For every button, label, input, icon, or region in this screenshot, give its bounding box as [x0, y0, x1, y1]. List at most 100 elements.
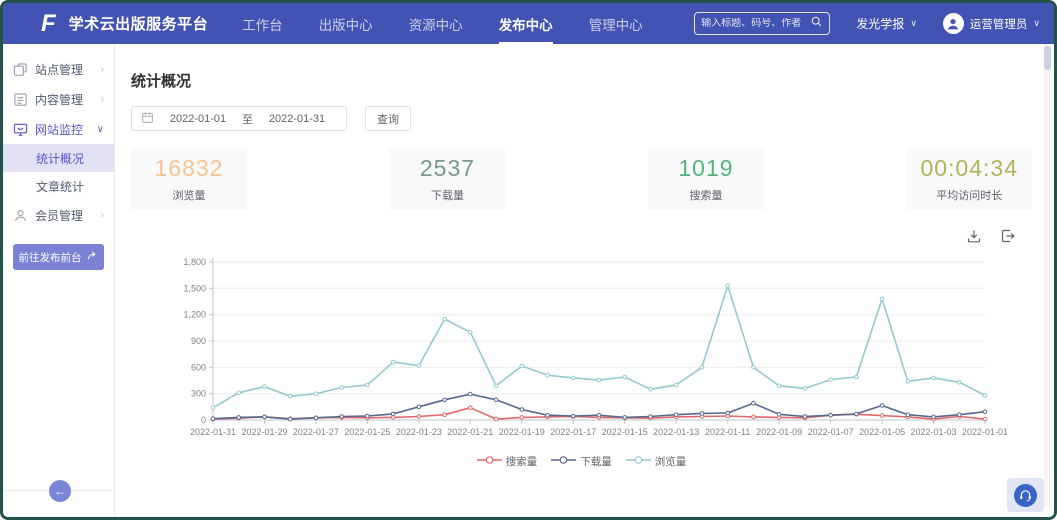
sidebar-collapse-button[interactable]: ←	[49, 480, 71, 502]
date-to-value[interactable]: 2022-01-31	[268, 112, 326, 125]
legend-item[interactable]: 浏览量	[625, 454, 687, 469]
download-icon[interactable]	[966, 228, 982, 244]
stat-label: 平均访问时长	[936, 190, 1003, 202]
sidebar: 站点管理 › 内容管理 › 网站监控 ∨ 统计概况文章统计会员管理 › 前往发布前台 ←	[3, 44, 115, 517]
customer-service-button[interactable]	[1007, 478, 1044, 512]
svg-text:2022-01-27: 2022-01-27	[292, 427, 338, 437]
sidebar-menu: 站点管理 › 内容管理 › 网站监控 ∨ 统计概况文章统计会员管理 ›	[3, 54, 114, 230]
stat-card: 2537 下载量	[389, 148, 506, 210]
filter-row: 2022-01-01 至 2022-01-31 查询	[131, 106, 1032, 131]
body-row: 站点管理 › 内容管理 › 网站监控 ∨ 统计概况文章统计会员管理 › 前往发布前台 ← 统计…	[3, 44, 1054, 517]
chevron-down-icon: ∨	[96, 123, 104, 135]
svg-text:2022-01-03: 2022-01-03	[910, 427, 956, 437]
primary-nav: 工作台 出版中心 资源中心 发布中心 管理中心	[242, 3, 643, 44]
svg-text:2022-01-15: 2022-01-15	[601, 427, 647, 437]
svg-text:900: 900	[190, 336, 205, 346]
svg-text:2022-01-25: 2022-01-25	[344, 427, 390, 437]
svg-text:2022-01-17: 2022-01-17	[550, 427, 596, 437]
journal-selector[interactable]: 发光学报 ∨	[856, 15, 917, 32]
chevron-right-icon: ›	[100, 63, 104, 75]
stat-label: 下载量	[430, 190, 464, 202]
svg-text:2022-01-13: 2022-01-13	[653, 427, 699, 437]
stat-label: 浏览量	[172, 190, 206, 202]
stat-card: 00:04:34 平均访问时长	[906, 148, 1032, 210]
search-input[interactable]	[701, 18, 811, 29]
nav-item[interactable]: 管理中心	[588, 17, 643, 33]
sidebar-item-label: 内容管理	[35, 92, 84, 107]
export-icon[interactable]	[1000, 228, 1016, 244]
svg-text:2022-01-11: 2022-01-11	[705, 427, 750, 437]
site-icon	[13, 62, 28, 77]
stat-value: 00:04:34	[920, 155, 1018, 181]
sidebar-sub-item[interactable]: 文章统计	[36, 179, 85, 194]
header-right-cluster: 发光学报 ∨ 运营管理员 ∨	[694, 12, 1040, 35]
date-separator: 至	[242, 113, 253, 126]
legend-item[interactable]: 搜索量	[476, 454, 538, 469]
page-title: 统计概况	[131, 73, 192, 90]
side-action-label: 前往发布前台	[18, 251, 82, 264]
monitor-icon	[13, 122, 28, 137]
vertical-scrollbar[interactable]	[1044, 46, 1051, 507]
go-to-publish-frontend-button[interactable]: 前往发布前台	[13, 244, 104, 270]
chart-legend: 搜索量 下载量 浏览量	[131, 454, 1032, 469]
chevron-right-icon: ›	[100, 209, 104, 221]
sidebar-menu-item[interactable]: 网站监控 ∨	[3, 114, 114, 144]
user-name: 运营管理员	[969, 18, 1028, 31]
line-chart: 0 300 600 900 1,200 1,500 1,800 2022-01-31 2022-…	[183, 257, 1007, 437]
legend-marker-icon	[476, 455, 502, 468]
journal-selector-value: 发光学报	[856, 17, 905, 31]
nav-item[interactable]: 资源中心	[408, 17, 463, 33]
svg-text:2022-01-09: 2022-01-09	[756, 427, 802, 437]
sidebar-menu-item[interactable]: 会员管理 ›	[3, 200, 114, 230]
global-search-box[interactable]	[694, 12, 831, 35]
svg-text:2022-01-07: 2022-01-07	[807, 427, 853, 437]
sidebar-menu-item[interactable]: 站点管理 ›	[3, 54, 114, 84]
date-range-picker[interactable]: 2022-01-01 至 2022-01-31	[131, 106, 347, 131]
user-menu[interactable]: 运营管理员 ∨	[942, 13, 1040, 34]
search-icon[interactable]	[810, 15, 823, 33]
top-navbar: F 学术云出版服务平台 工作台 出版中心 资源中心 发布中心 管理中心 发光学报 ∨ 运…	[3, 3, 1054, 44]
chevron-down-icon: ∨	[910, 18, 917, 28]
calendar-icon	[141, 111, 154, 127]
chevron-right-icon: ›	[100, 93, 104, 105]
svg-text:2022-01-05: 2022-01-05	[859, 427, 905, 437]
stat-card: 16832 浏览量	[131, 148, 247, 210]
stat-label: 搜索量	[689, 190, 723, 202]
svg-text:300: 300	[190, 389, 205, 399]
sidebar-item-label: 网站监控	[35, 122, 84, 137]
scrollbar-thumb[interactable]	[1044, 46, 1051, 70]
stats-row: 16832 浏览量 2537 下载量 1019 搜索量 00:04:34 平均访问时长	[131, 148, 1032, 210]
nav-item[interactable]: 出版中心	[318, 17, 373, 33]
legend-item[interactable]: 下载量	[551, 454, 612, 469]
svg-text:2022-01-29: 2022-01-29	[241, 427, 287, 437]
svg-text:1,200: 1,200	[183, 310, 206, 320]
svg-text:1,800: 1,800	[183, 257, 206, 267]
date-from-value[interactable]: 2022-01-01	[169, 112, 227, 125]
member-icon	[13, 208, 28, 223]
query-button[interactable]: 查询	[365, 106, 411, 131]
sidebar-menu-item[interactable]: 内容管理 ›	[3, 84, 114, 114]
sidebar-item-label: 会员管理	[35, 208, 84, 223]
svg-text:2022-01-21: 2022-01-21	[447, 427, 493, 437]
legend-marker-icon	[551, 455, 577, 468]
stat-value: 16832	[154, 155, 224, 181]
legend-label: 浏览量	[654, 456, 687, 468]
main-content: 统计概况 2022-01-01 至 2022-01-31 查询 16832 浏览量…	[115, 44, 1054, 517]
legend-marker-icon	[625, 455, 651, 468]
legend-label: 搜索量	[505, 456, 538, 468]
svg-text:1,500: 1,500	[183, 283, 206, 293]
avatar	[942, 13, 964, 34]
nav-item[interactable]: 发布中心	[498, 3, 553, 44]
app-logo[interactable]: F	[41, 9, 56, 37]
stat-value: 1019	[678, 155, 734, 181]
svg-text:2022-01-01: 2022-01-01	[961, 427, 1006, 437]
sidebar-item-label: 站点管理	[35, 62, 84, 77]
chart-toolbar	[131, 228, 1032, 244]
chevron-down-icon: ∨	[1033, 18, 1040, 28]
stat-value: 2537	[419, 155, 476, 181]
headset-icon	[1014, 483, 1037, 507]
nav-item[interactable]: 工作台	[242, 17, 283, 33]
sidebar-sub-item[interactable]: 统计概况	[3, 144, 114, 172]
jump-arrow-icon	[87, 250, 99, 265]
